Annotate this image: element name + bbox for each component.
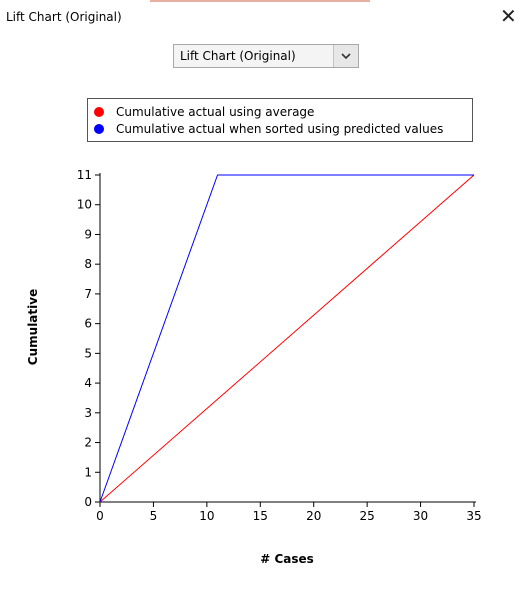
- window-title: Lift Chart (Original): [6, 10, 122, 24]
- close-icon[interactable]: ✕: [500, 4, 517, 28]
- y-axis-label: Cumulative: [26, 289, 40, 365]
- x-tick-label: 35: [466, 509, 481, 523]
- x-tick-label: 15: [253, 509, 268, 523]
- y-tick-label: 3: [84, 406, 92, 420]
- x-tick-label: 20: [306, 509, 321, 523]
- chart-legend: Cumulative actual using average Cumulati…: [87, 98, 473, 142]
- x-tick-label: 30: [413, 509, 428, 523]
- legend-label-sorted: Cumulative actual when sorted using pred…: [116, 122, 444, 136]
- series-line-average: [99, 174, 475, 503]
- chart-type-select-value: Lift Chart (Original): [180, 49, 296, 63]
- chart-type-select[interactable]: Lift Chart (Original): [173, 44, 359, 68]
- y-tick-label: 6: [84, 317, 92, 331]
- y-tick-label: 1: [84, 465, 92, 479]
- y-tick-label: 9: [84, 227, 92, 241]
- x-tick-label: 5: [150, 509, 158, 523]
- y-tick-label: 2: [84, 436, 92, 450]
- legend-marker-average: [94, 107, 104, 117]
- y-tick-label: 4: [84, 376, 92, 390]
- series-lines: [99, 174, 475, 503]
- y-tick-label: 8: [84, 257, 92, 271]
- y-tick-label: 11: [77, 168, 92, 182]
- x-axis-label: # Cases: [260, 552, 314, 566]
- y-tick-label: 10: [77, 198, 92, 212]
- y-tick-label: 7: [84, 287, 92, 301]
- x-tick-label: 10: [199, 509, 214, 523]
- legend-marker-sorted: [94, 124, 104, 134]
- x-tick-label: 25: [360, 509, 375, 523]
- legend-label-average: Cumulative actual using average: [116, 105, 315, 119]
- y-tick-label: 5: [84, 346, 92, 360]
- x-tick-label: 0: [96, 509, 104, 523]
- window-top-accent: [150, 0, 370, 2]
- series-line-sorted: [99, 174, 474, 503]
- y-tick-label: 0: [84, 495, 92, 509]
- axes: 0 1 2 3 4 5 6 7 8 9 10 11 0 5 10 15 20 25 30 35: [77, 168, 482, 523]
- chevron-down-icon[interactable]: [333, 45, 358, 67]
